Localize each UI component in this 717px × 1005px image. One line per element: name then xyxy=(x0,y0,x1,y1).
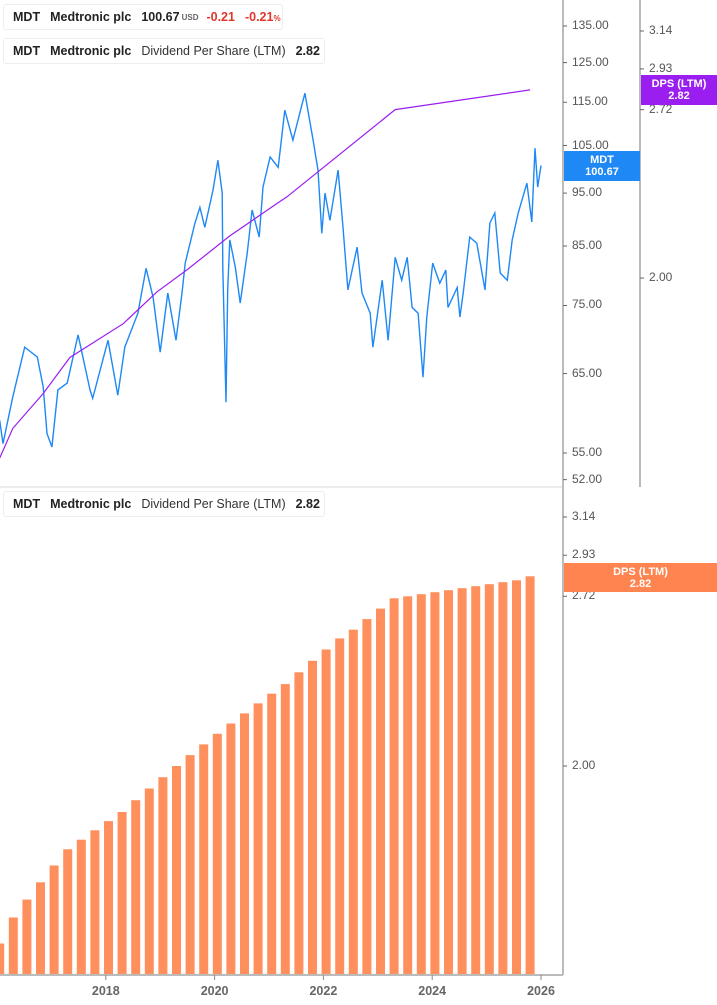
dps-bar-tick-label: 2.00 xyxy=(572,758,596,772)
dps-bar xyxy=(226,723,236,975)
legend-value: 2.82 xyxy=(295,497,320,511)
dps-bar xyxy=(63,849,73,975)
dps-bar xyxy=(376,608,385,975)
legend-ticker: MDT xyxy=(13,44,41,58)
price-tick-label: 85.00 xyxy=(572,237,603,252)
dps-bar xyxy=(253,703,263,975)
tag-label: DPS (LTM) xyxy=(651,78,707,90)
dps-bar-tick-label: 2.93 xyxy=(572,547,596,562)
change-pct-value: -0.21 xyxy=(244,10,274,24)
legend-price-value: 100.67 xyxy=(141,10,180,24)
dps-bar xyxy=(430,592,440,975)
legend-metric: Dividend Per Share (LTM) xyxy=(141,44,286,58)
price-tick-label: 95.00 xyxy=(572,185,603,200)
legend-ticker: MDT xyxy=(13,10,41,24)
dps-bars-group xyxy=(0,576,535,975)
price-tick-label: 55.00 xyxy=(572,444,603,459)
dps-bar xyxy=(294,672,304,975)
dps-tick-label: 2.93 xyxy=(649,60,673,75)
dps-bar xyxy=(512,580,521,975)
dps-line-group xyxy=(0,89,531,459)
tag-value: 2.82 xyxy=(629,577,652,590)
legend-ticker: MDT xyxy=(13,497,41,511)
dps-bar xyxy=(185,755,195,975)
tag-value: 2.82 xyxy=(668,90,690,102)
dps-bar xyxy=(131,800,141,975)
dps-bar xyxy=(348,629,358,975)
x-tick-label: 2022 xyxy=(309,984,338,998)
dps-bar-tick-label: 3.14 xyxy=(572,509,596,523)
dps-bar xyxy=(8,917,18,975)
dps-bar xyxy=(90,830,100,975)
dps-tick-label: 3.14 xyxy=(649,23,673,37)
dps-bar xyxy=(199,744,209,975)
legend-currency: USD xyxy=(181,12,199,22)
price-tick-label: 135.00 xyxy=(572,18,609,32)
dps-bar xyxy=(389,598,399,975)
dps-bar xyxy=(158,777,168,975)
legend-change-pct: -0.21% xyxy=(245,10,281,24)
legend-metric: Dividend Per Share (LTM) xyxy=(141,497,286,511)
legend-company: Medtronic plc xyxy=(50,497,132,511)
legend-value: 2.82 xyxy=(295,44,320,58)
dps-bar xyxy=(416,594,426,975)
price-tick-label: 52.00 xyxy=(572,471,603,486)
tick-marks xyxy=(105,25,644,980)
price-tick-label: 125.00 xyxy=(572,54,609,69)
dps-tick-label: 2.00 xyxy=(649,270,673,285)
legend-change: -0.21 xyxy=(206,10,235,24)
dps-bar xyxy=(76,839,86,975)
dps-bar xyxy=(49,865,59,975)
dps-bar xyxy=(117,812,127,975)
dps-bar xyxy=(144,788,154,975)
dps-bar xyxy=(525,576,535,975)
dps-bar xyxy=(308,660,317,975)
dps-bar xyxy=(22,899,32,975)
dps-bottom-last-value-tag: DPS (LTM) 2.82 xyxy=(564,563,717,592)
price-tick-label: 65.00 xyxy=(572,365,603,380)
dps-bar xyxy=(403,596,413,975)
dps-bar xyxy=(335,638,345,975)
dps-bar xyxy=(36,882,45,975)
dps-bar xyxy=(172,766,181,975)
legend-price[interactable]: MDT Medtronic plc 100.67 USD -0.21 -0.21… xyxy=(3,4,283,30)
dps-bar xyxy=(484,584,494,975)
dps-bar xyxy=(0,943,5,975)
price-tick-label: 75.00 xyxy=(572,297,603,312)
x-tick-label: 2020 xyxy=(200,984,229,998)
tag-label: DPS (LTM) xyxy=(613,565,668,578)
price-last-value-tag: MDT 100.67 xyxy=(564,151,640,181)
dps-bar xyxy=(212,733,222,975)
dps-bar xyxy=(457,588,467,975)
pct-sign: % xyxy=(273,14,281,23)
legend-company: Medtronic plc xyxy=(50,10,132,24)
price-tick-label: 115.00 xyxy=(572,94,608,109)
legend-company: Medtronic plc xyxy=(50,44,132,58)
x-tick-label: 2018 xyxy=(91,984,120,998)
x-tick-label: 2024 xyxy=(418,984,447,998)
dps-bar xyxy=(498,582,508,975)
dps-top-last-value-tag: DPS (LTM) 2.82 xyxy=(641,75,717,105)
legend-dps-top[interactable]: MDT Medtronic plc Dividend Per Share (LT… xyxy=(3,38,325,64)
dps-bar xyxy=(471,586,481,975)
x-tick-label: 2026 xyxy=(527,984,555,998)
dps-bar xyxy=(240,713,249,975)
legend-dps-bottom[interactable]: MDT Medtronic plc Dividend Per Share (LT… xyxy=(3,491,325,517)
dps-bar xyxy=(104,821,113,975)
tag-value: 100.67 xyxy=(585,166,619,178)
dps-bar xyxy=(362,619,372,975)
dps-series-line xyxy=(0,89,531,459)
tag-label: MDT xyxy=(590,154,614,166)
dps-bar xyxy=(280,684,290,975)
price-series-line xyxy=(0,93,542,448)
price-line-group xyxy=(0,93,542,448)
price-tick-label: 105.00 xyxy=(572,137,609,152)
dps-bar xyxy=(321,649,331,975)
dps-bar xyxy=(267,693,277,975)
dps-tick-label: 2.72 xyxy=(649,101,673,116)
dps-bar xyxy=(444,590,453,975)
